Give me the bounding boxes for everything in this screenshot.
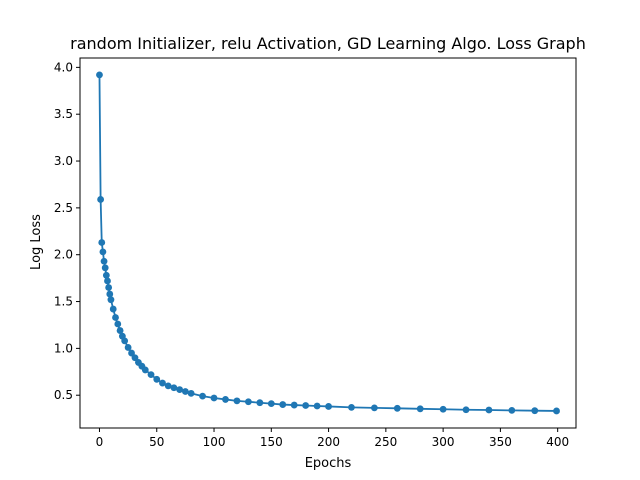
- loss-point: [279, 401, 287, 408]
- loss-point: [114, 320, 122, 328]
- loss-point: [439, 405, 447, 413]
- loss-point: [109, 305, 117, 313]
- loss-point: [508, 406, 516, 414]
- loss-point: [187, 389, 195, 397]
- loss-point: [170, 384, 178, 392]
- loss-point: [222, 396, 229, 403]
- y-tick-label: 2.0: [54, 248, 73, 262]
- loss-point: [244, 398, 252, 406]
- y-tick-label: 1.5: [54, 295, 73, 309]
- chart-title: random Initializer, relu Activation, GD …: [70, 34, 586, 53]
- loss-point: [181, 388, 189, 395]
- x-tick-label: 100: [203, 435, 226, 449]
- loss-point: [462, 406, 470, 414]
- x-axis-label: Epochs: [305, 456, 352, 471]
- x-tick-label: 50: [149, 435, 164, 449]
- loss-point: [485, 406, 493, 414]
- loss-point: [199, 392, 206, 400]
- x-tick-label: 0: [96, 435, 104, 449]
- x-tick-label: 250: [374, 435, 397, 449]
- loss-point: [233, 397, 241, 405]
- loss-point: [128, 349, 135, 357]
- loss-point: [116, 327, 124, 334]
- loss-point: [267, 400, 275, 408]
- x-tick-label: 400: [546, 435, 569, 449]
- loss-point: [104, 277, 111, 285]
- loss-point: [176, 386, 184, 393]
- loss-point: [97, 196, 105, 203]
- y-tick-label: 3.0: [54, 154, 73, 168]
- loss-point: [159, 379, 166, 387]
- loss-point: [313, 402, 321, 410]
- loss-point: [210, 394, 218, 402]
- x-tick-label: 200: [317, 435, 340, 449]
- y-axis-label: Log Loss: [29, 214, 44, 270]
- y-tick-label: 1.0: [54, 341, 73, 355]
- loss-point: [553, 407, 560, 415]
- loss-point: [147, 371, 155, 379]
- loss-point: [325, 403, 332, 410]
- loss-point: [99, 248, 107, 256]
- x-tick-label: 350: [489, 435, 512, 449]
- loss-point: [101, 264, 109, 272]
- loss-point: [96, 71, 103, 79]
- plot-data-layer: [96, 71, 560, 415]
- y-tick-label: 2.5: [54, 201, 73, 215]
- loss-point: [153, 375, 161, 383]
- plot-area-frame: [79, 57, 577, 429]
- loss-point: [348, 403, 355, 411]
- loss-point: [124, 344, 132, 351]
- loss-point: [141, 366, 149, 374]
- loss-point: [416, 405, 424, 413]
- x-tick-label: 300: [432, 435, 455, 449]
- y-tick-label: 4.0: [54, 60, 73, 74]
- loss-point: [370, 404, 378, 412]
- loss-point: [106, 290, 114, 298]
- loss-point: [164, 382, 172, 390]
- loss-point: [105, 284, 113, 291]
- y-tick-label: 0.5: [54, 388, 73, 402]
- axis-layer: 0 50 100 150 200 250 300 350 400 0.5 1.0 1.5 2.0 2.5 3…: [54, 60, 569, 449]
- loss-point: [131, 354, 139, 362]
- loss-point: [393, 404, 401, 412]
- x-tick-label: 150: [260, 435, 283, 449]
- y-tick-label: 3.5: [54, 107, 73, 121]
- loss-point: [112, 314, 119, 321]
- loss-point: [107, 296, 115, 304]
- loss-point: [121, 337, 129, 345]
- loss-point: [100, 257, 108, 265]
- loss-point: [98, 239, 106, 246]
- loss-point: [256, 399, 264, 407]
- loss-point: [102, 271, 110, 279]
- loss-point: [531, 407, 539, 415]
- loss-point: [290, 401, 298, 409]
- loss-point: [302, 402, 310, 409]
